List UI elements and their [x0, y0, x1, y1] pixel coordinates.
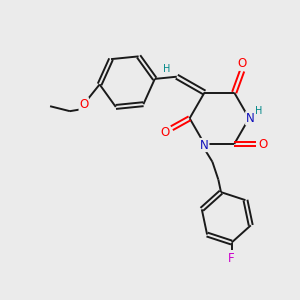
- Text: N: N: [246, 112, 254, 125]
- Text: H: H: [255, 106, 263, 116]
- Text: H: H: [163, 64, 170, 74]
- Text: O: O: [79, 98, 88, 111]
- Text: N: N: [200, 139, 209, 152]
- Text: O: O: [160, 126, 170, 139]
- Text: O: O: [238, 57, 247, 70]
- Text: F: F: [228, 252, 235, 265]
- Text: O: O: [258, 137, 268, 151]
